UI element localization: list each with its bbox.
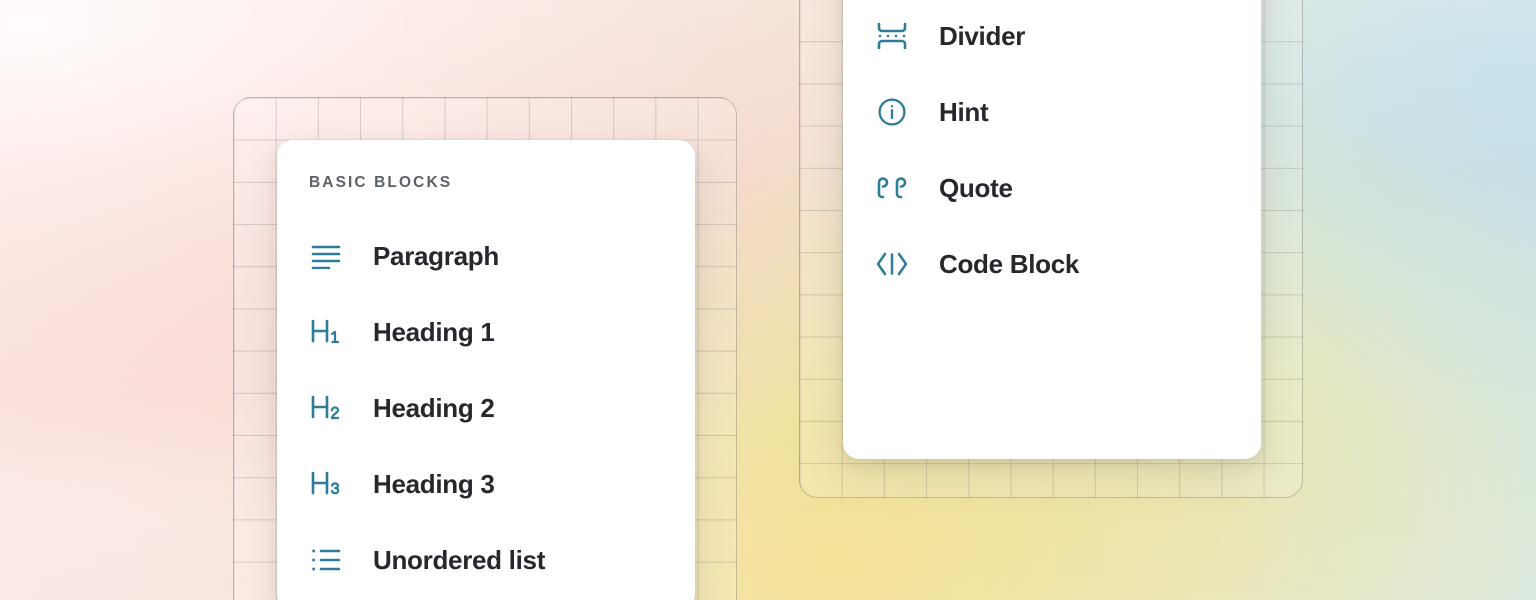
- menu-item-quote[interactable]: Quote: [843, 150, 1261, 226]
- block-menu-advanced-blocks: 1 2 Ordered list Task list: [843, 0, 1261, 459]
- code-block-icon: [875, 247, 909, 281]
- menu-item-label: Quote: [939, 172, 1013, 203]
- menu-item-label: Divider: [939, 20, 1026, 51]
- divider-icon: [875, 19, 909, 53]
- heading-2-icon: [309, 391, 343, 425]
- block-menu-basic-blocks: BASIC BLOCKS Paragraph: [277, 140, 695, 600]
- menu-item-label: Unordered list: [373, 544, 546, 575]
- menu-item-label: Hint: [939, 96, 989, 127]
- paragraph-icon: [309, 239, 343, 273]
- menu-item-heading-1[interactable]: Heading 1: [277, 294, 695, 370]
- menu-item-divider[interactable]: Divider: [843, 0, 1261, 74]
- heading-3-icon: [309, 467, 343, 501]
- menu-item-label: Code Block: [939, 248, 1080, 279]
- menu-item-heading-3[interactable]: Heading 3: [277, 446, 695, 522]
- menu-item-label: Heading 1: [373, 316, 495, 347]
- menu-item-heading-2[interactable]: Heading 2: [277, 370, 695, 446]
- section-label-basic-blocks: BASIC BLOCKS: [309, 174, 453, 191]
- menu-item-label: Heading 2: [373, 392, 495, 423]
- heading-1-icon: [309, 315, 343, 349]
- quote-icon: [875, 171, 909, 205]
- menu-item-label: Heading 3: [373, 468, 495, 499]
- menu-item-paragraph[interactable]: Paragraph: [277, 218, 695, 294]
- unordered-list-icon: [309, 543, 343, 577]
- menu-item-hint[interactable]: Hint: [843, 74, 1261, 150]
- hint-icon: [875, 95, 909, 129]
- menu-item-code-block[interactable]: Code Block: [843, 226, 1261, 302]
- menu-item-unordered-list[interactable]: Unordered list: [277, 522, 695, 598]
- menu-item-label: Paragraph: [373, 240, 499, 271]
